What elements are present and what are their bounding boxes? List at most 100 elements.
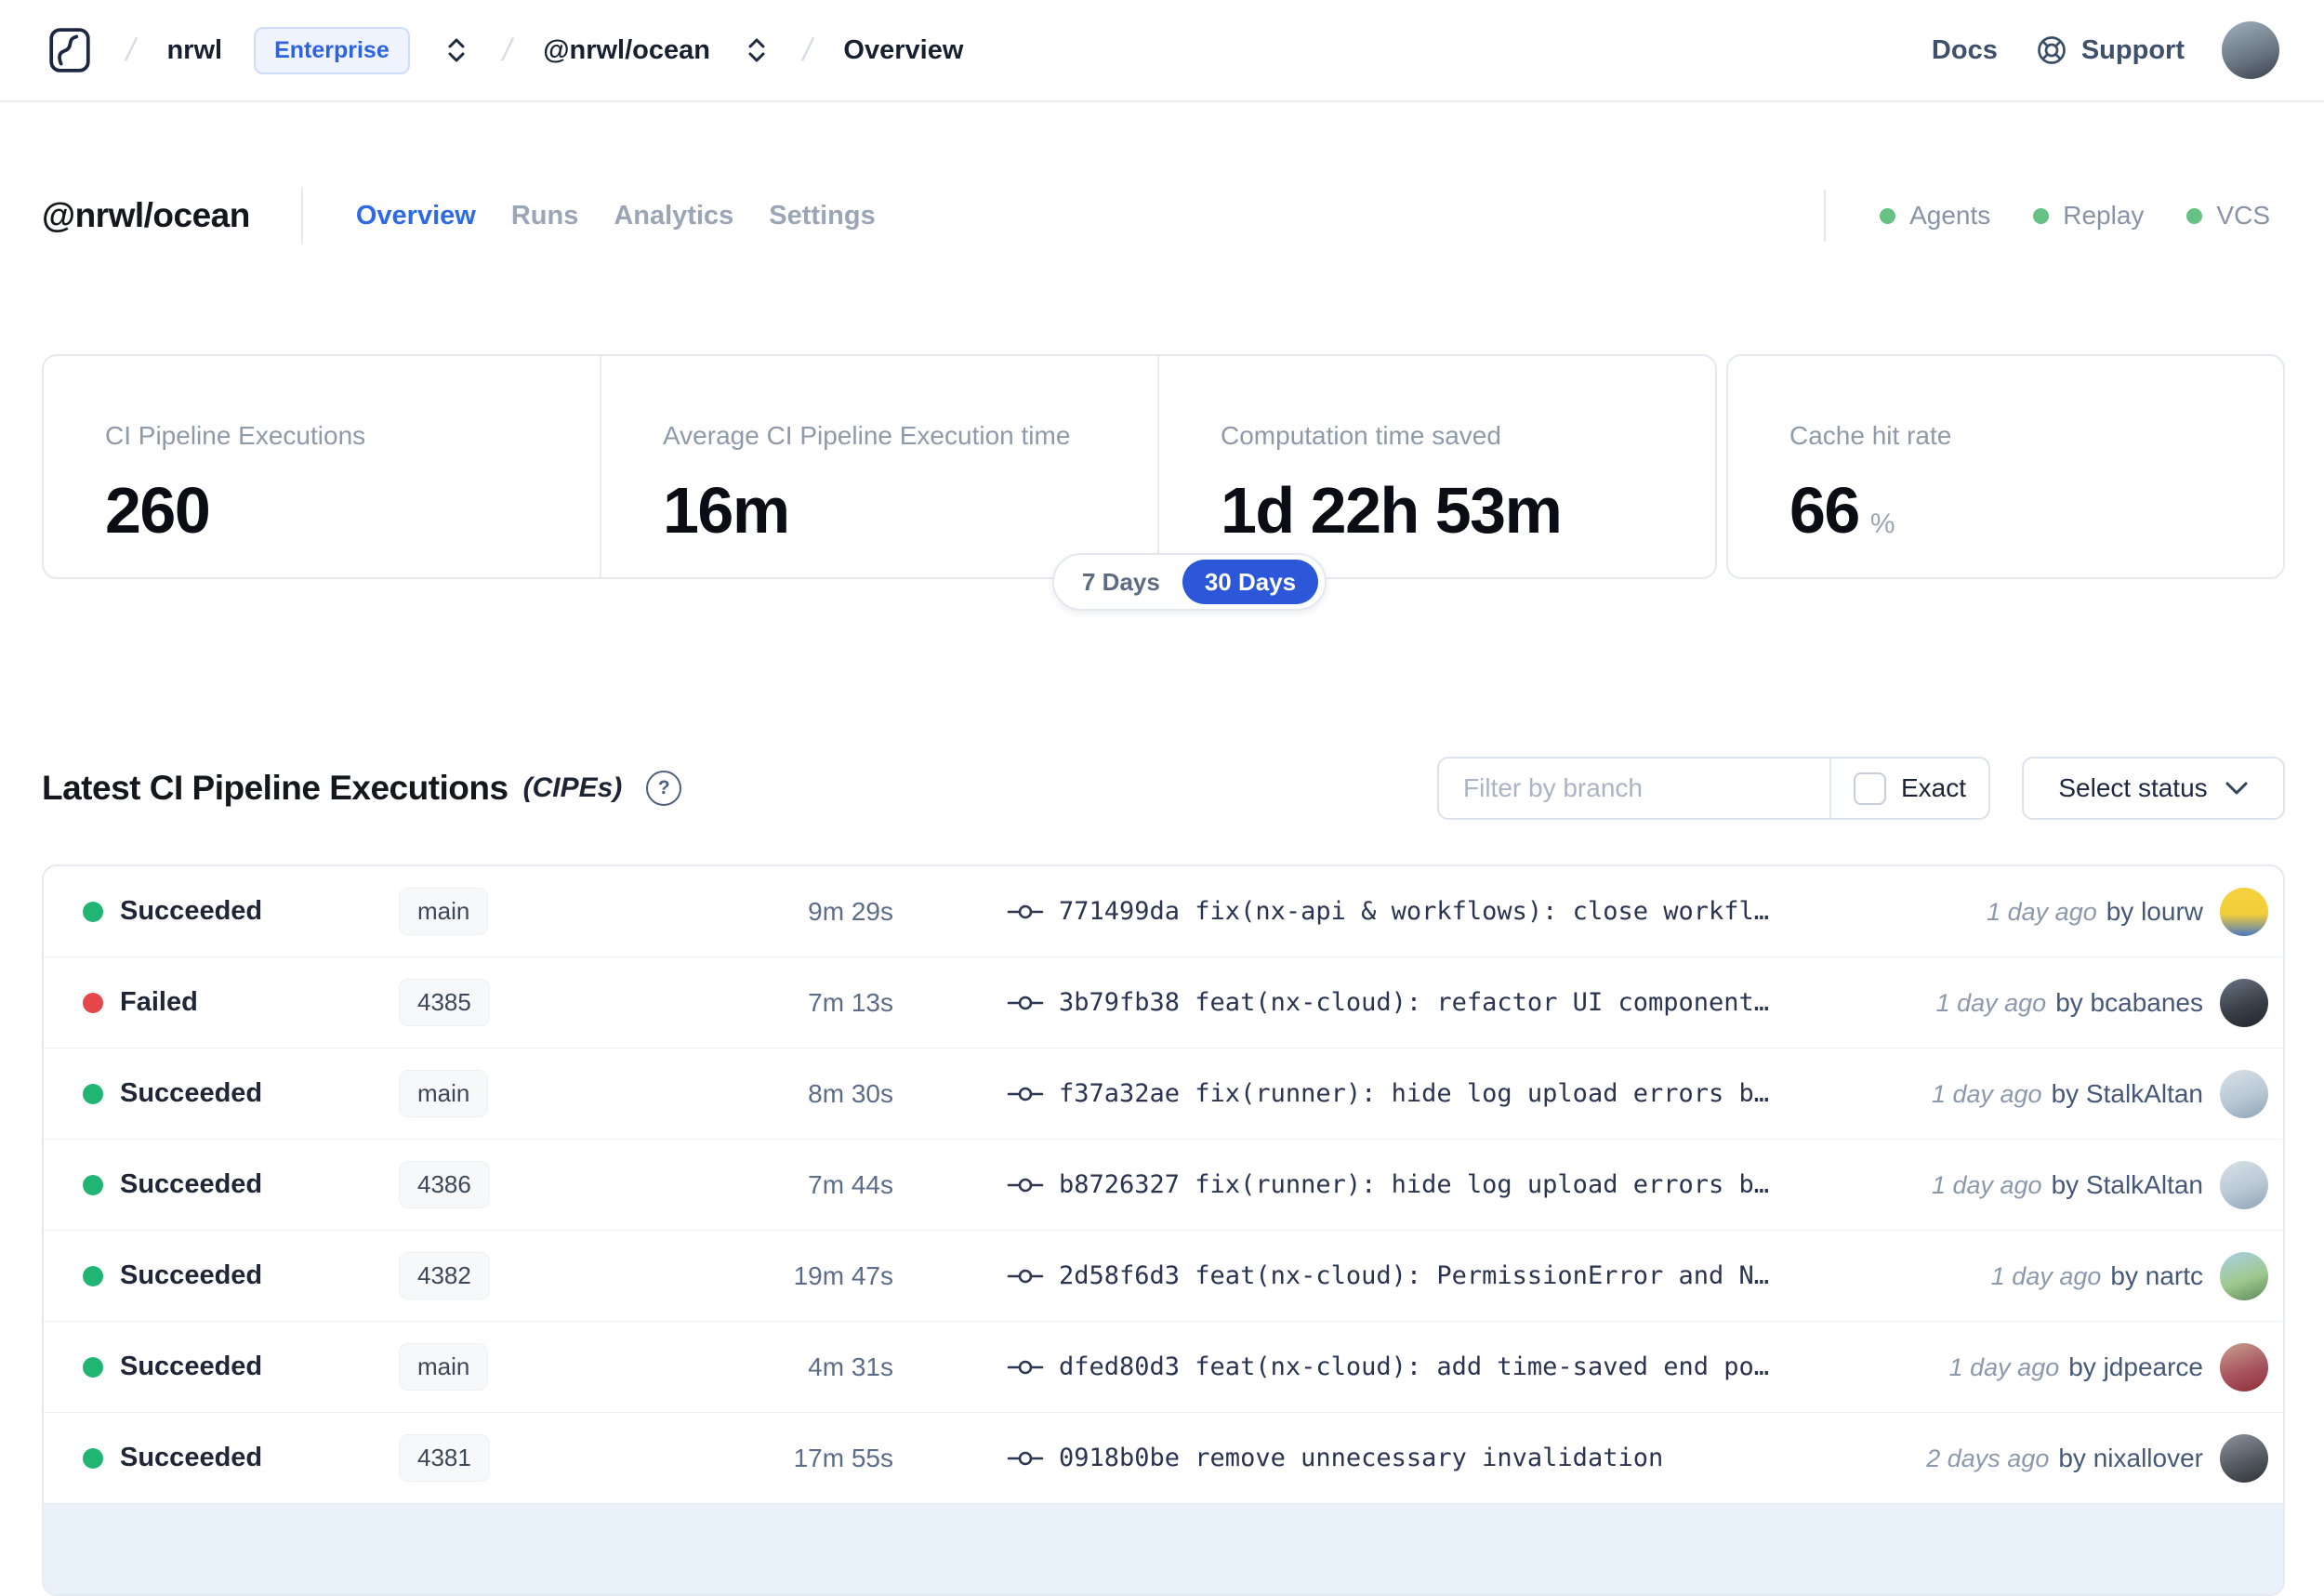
stat-label: Average CI Pipeline Execution time [663,421,1071,450]
stat-label: CI Pipeline Executions [105,421,366,450]
branch-pill: 4386 [399,1161,490,1208]
table-row[interactable]: Failed 4385 7m 13s 3b79fb38 feat(nx-clou… [44,956,2283,1048]
time-ago: 1 day ago [1990,1261,2102,1290]
org-switcher-chevrons-icon[interactable] [442,33,471,68]
time-ago: 1 day ago [1935,988,2047,1017]
enterprise-badge: Enterprise [254,26,410,74]
commit-icon [1007,899,1044,925]
status-dot-icon [2033,207,2050,224]
select-status-dropdown[interactable]: Select status [2022,757,2285,820]
breadcrumb: / nrwl Enterprise / @nrwl/ocean / Overvi… [45,23,963,77]
author: by nartc [2110,1260,2203,1290]
user-avatar[interactable] [2222,21,2279,79]
tab-runs[interactable]: Runs [509,195,581,237]
table-row[interactable]: Succeeded 4381 17m 55s 0918b0be remove u… [44,1412,2283,1503]
avatar [2220,1160,2268,1209]
commit-icon [1007,1263,1044,1289]
status-label: Succeeded [120,896,263,926]
commit-message: dfed80d3 feat(nx-cloud): add time-saved … [1059,1352,1770,1381]
feature-replay[interactable]: Replay [2033,201,2144,231]
stat-average-execution-time: Average CI Pipeline Execution time 16m [600,356,1157,577]
support-link[interactable]: Support [2035,33,2185,67]
author: by nixallover [2058,1443,2203,1472]
status-dot-icon [83,1083,103,1104]
commit-message: f37a32ae fix(runner): hide log upload er… [1059,1079,1770,1108]
docs-link[interactable]: Docs [1931,34,1998,65]
avatar [2220,1069,2268,1118]
status-dot-icon [83,901,103,922]
exact-checkbox[interactable] [1853,772,1886,805]
commit-message: b8726327 fix(runner): hide log upload er… [1059,1170,1770,1199]
nx-cloud-logo[interactable] [45,23,95,77]
time-ago: 1 day ago [1948,1352,2060,1381]
commit-icon [1007,990,1044,1016]
stat-value: 16m [663,474,790,547]
chevron-down-icon [2225,780,2249,797]
section-title-suffix: (CIPEs) [522,772,623,803]
date-range-toggle: 7 Days 30 Days [1052,553,1327,611]
page-title: @nrwl/ocean [42,196,250,234]
commit-message: 0918b0be remove unnecessary invalidation [1059,1444,1664,1472]
commit-icon [1007,1445,1044,1471]
duration: 17m 55s [793,1443,893,1472]
workspace-tabs: Overview Runs Analytics Settings [354,195,878,237]
avatar [2220,1433,2268,1483]
help-icon[interactable]: ? [646,771,682,806]
author: by lourw [2106,896,2203,926]
status-label: Failed [120,987,198,1017]
author: by jdpearce [2068,1352,2203,1381]
feature-agents[interactable]: Agents [1880,201,1990,231]
tab-overview[interactable]: Overview [354,195,478,237]
status-dot-icon [2186,207,2203,224]
stats-cards: CI Pipeline Executions 260 Average CI Pi… [42,354,2285,579]
table-row[interactable]: Succeeded main 9m 29s 771499da fix(nx-ap… [44,866,2283,956]
commit-icon [1007,1081,1044,1107]
range-30-days-button[interactable]: 30 Days [1182,560,1319,604]
table-row[interactable]: Succeeded 4382 19m 47s 2d58f6d3 feat(nx-… [44,1230,2283,1321]
branch-filter-input[interactable] [1439,758,1829,818]
branch-pill: main [399,888,489,935]
cipe-table: Succeeded main 9m 29s 771499da fix(nx-ap… [42,864,2285,1596]
branch-pill: main [399,1070,489,1117]
status-dot-icon [83,1265,103,1286]
breadcrumb-org[interactable]: nrwl [166,34,223,65]
table-row[interactable]: Succeeded main 8m 30s f37a32ae fix(runne… [44,1048,2283,1139]
status-dot-icon [83,1356,103,1378]
table-row[interactable]: Succeeded main 4m 31s dfed80d3 feat(nx-c… [44,1321,2283,1412]
workspace-switcher-chevrons-icon[interactable] [742,33,772,68]
commit-message: 3b79fb38 feat(nx-cloud): refactor UI com… [1059,988,1770,1017]
branch-pill: 4382 [399,1252,490,1299]
divider [300,187,303,244]
status-label: Succeeded [120,1260,263,1290]
feature-vcs[interactable]: VCS [2186,201,2270,231]
time-ago: 1 day ago [1931,1170,2042,1199]
breadcrumb-separator: / [799,32,816,68]
divider [1824,190,1827,242]
workspace-header: @nrwl/ocean Overview Runs Analytics Sett… [42,178,2270,253]
duration: 7m 44s [808,1169,893,1199]
commit-message: 2d58f6d3 feat(nx-cloud): PermissionError… [1059,1261,1770,1290]
avatar [2220,978,2268,1027]
stat-value: 66 [1789,474,1860,547]
time-ago: 2 days ago [1926,1444,2050,1472]
table-row[interactable]: Succeeded 4386 7m 44s b8726327 fix(runne… [44,1139,2283,1230]
breadcrumb-page: Overview [843,34,964,65]
status-label: Succeeded [120,1169,263,1199]
breadcrumb-separator: / [123,32,139,68]
tab-analytics[interactable]: Analytics [612,195,735,237]
branch-pill: 4381 [399,1434,490,1482]
status-dot-icon [83,992,103,1013]
avatar [2220,887,2268,936]
cipe-section-header: Latest CI Pipeline Executions (CIPEs) ? … [42,753,2285,824]
status-dot-icon [83,1447,103,1469]
stat-suffix: % [1869,508,1895,539]
tab-settings[interactable]: Settings [767,195,877,237]
commit-icon [1007,1354,1044,1380]
duration: 8m 30s [808,1078,893,1108]
duration: 4m 31s [808,1352,893,1381]
table-row-partial[interactable] [44,1503,2283,1594]
range-7-days-button[interactable]: 7 Days [1054,568,1181,597]
lifebuoy-icon [2035,33,2068,67]
stat-label: Computation time saved [1221,421,1501,450]
breadcrumb-workspace[interactable]: @nrwl/ocean [543,34,710,65]
